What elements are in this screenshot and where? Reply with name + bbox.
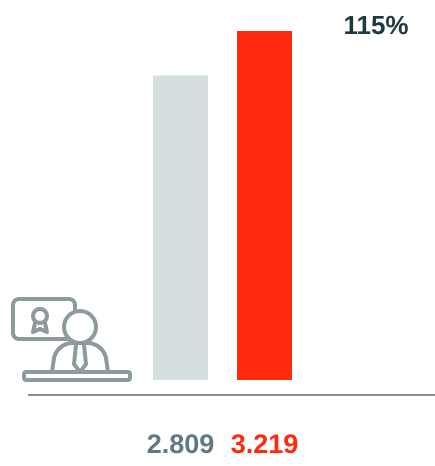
value-label: 2.809 — [147, 429, 215, 459]
bar — [153, 75, 208, 380]
bar — [237, 31, 292, 380]
icon — [11, 297, 132, 382]
annotation: 115% — [343, 10, 408, 40]
value-label: 3.219 — [231, 429, 299, 459]
